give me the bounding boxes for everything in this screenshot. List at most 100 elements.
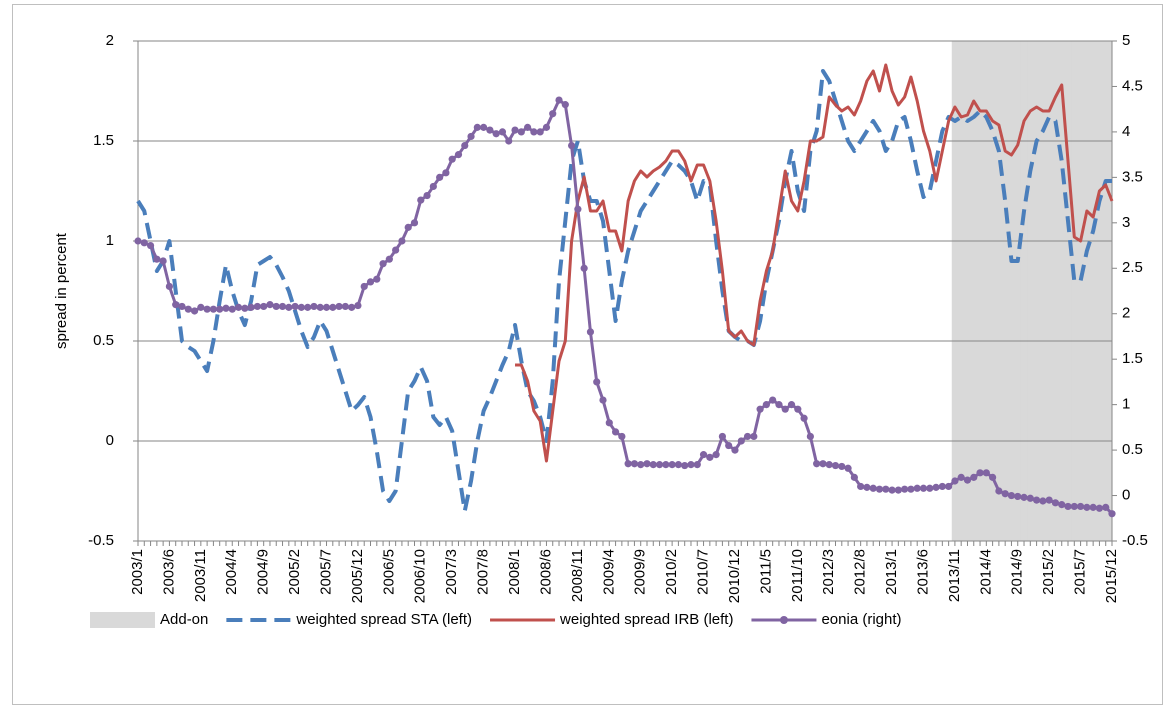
series-marker <box>1083 503 1091 511</box>
shade-bar <box>1064 41 1072 541</box>
shade-bar <box>1108 41 1112 541</box>
series-marker <box>310 302 318 311</box>
series-marker <box>1064 502 1072 511</box>
y2-tick-label: 4 <box>1122 123 1130 140</box>
series-marker <box>1058 501 1066 509</box>
series-marker <box>762 401 770 409</box>
series-marker <box>831 461 840 470</box>
series-marker <box>611 428 620 436</box>
series-marker <box>373 275 381 283</box>
x-tick-label: 2013/1 <box>883 549 900 595</box>
x-tick-label: 2005/12 <box>349 549 366 603</box>
series-marker <box>209 305 218 313</box>
series-marker <box>938 482 946 491</box>
shade-bar <box>1090 41 1097 541</box>
series-marker <box>731 446 739 454</box>
shade-bar <box>1046 41 1053 541</box>
series-marker <box>448 155 456 163</box>
y2-tick-label: 1.5 <box>1122 350 1143 367</box>
series-marker <box>385 255 393 263</box>
series-marker <box>134 237 142 245</box>
series-marker <box>1045 496 1053 504</box>
series-marker <box>1007 491 1016 500</box>
series-marker <box>668 461 676 469</box>
series-marker <box>228 305 236 313</box>
y2-tick-label: 5 <box>1122 32 1130 49</box>
series-marker <box>907 485 915 493</box>
series-marker <box>473 123 481 131</box>
x-tick-label: 2010/7 <box>695 549 712 595</box>
series-marker <box>580 264 588 272</box>
x-tick-label: 2004/4 <box>223 549 240 595</box>
series-marker <box>410 219 419 227</box>
series-marker <box>234 303 243 311</box>
shade-bar <box>1002 41 1009 541</box>
series-marker <box>769 396 777 404</box>
series-marker <box>197 303 205 311</box>
shade-bar <box>1014 41 1022 541</box>
series-marker <box>354 301 362 310</box>
series-marker <box>285 303 293 311</box>
series-marker <box>549 110 557 118</box>
series-marker <box>436 173 444 181</box>
shade-bar <box>983 41 990 541</box>
series-marker <box>932 483 940 491</box>
series-marker <box>806 432 814 441</box>
series-marker <box>718 432 727 441</box>
series-marker <box>178 302 186 311</box>
series-marker <box>272 302 280 311</box>
series-marker <box>542 123 551 131</box>
series-marker <box>882 485 890 493</box>
y2-tick-label: 0.5 <box>1122 441 1143 458</box>
series-marker <box>165 282 174 291</box>
series-marker <box>146 241 155 250</box>
shade-bar <box>1096 41 1104 541</box>
x-tick-label: 2015/2 <box>1040 549 1057 595</box>
shade-bar <box>1071 41 1078 541</box>
series-marker <box>894 486 902 494</box>
series-marker <box>857 482 865 491</box>
series-marker <box>750 432 758 441</box>
x-tick-label: 2003/11 <box>192 549 209 602</box>
series-marker <box>970 473 978 481</box>
plot-area <box>951 41 1112 541</box>
y2-tick-label: 3 <box>1122 214 1130 231</box>
x-tick-label: 2005/2 <box>286 549 303 595</box>
series-marker <box>297 303 305 311</box>
series-marker <box>618 432 626 441</box>
legend-swatch <box>90 612 155 628</box>
series-marker <box>825 461 833 469</box>
x-tick-label: 2013/6 <box>914 549 931 595</box>
series-marker <box>875 485 884 493</box>
legend-label: Add-on <box>160 611 208 628</box>
y2-tick-label: 2.5 <box>1122 259 1143 276</box>
series-marker <box>467 132 475 141</box>
series-marker <box>153 255 161 263</box>
series-marker <box>800 414 808 422</box>
x-tick-label: 2010/2 <box>663 549 680 595</box>
series-marker <box>203 305 211 313</box>
series-marker <box>480 123 488 131</box>
series-marker <box>1014 492 1022 501</box>
series-marker <box>1020 493 1028 501</box>
series-marker <box>926 484 934 492</box>
series-marker <box>322 303 331 311</box>
series-marker <box>1039 497 1047 505</box>
legend-label: eonia (right) <box>821 611 901 628</box>
shade-bar <box>970 41 978 541</box>
series-marker <box>536 128 544 136</box>
y2-tick-label: 3.5 <box>1122 168 1143 185</box>
series-marker <box>517 128 525 136</box>
legend-label: weighted spread IRB (left) <box>559 611 733 628</box>
series-marker <box>725 441 733 450</box>
series-marker <box>398 237 406 245</box>
shade-bar <box>1027 41 1034 541</box>
x-tick-label: 2015/12 <box>1103 549 1120 603</box>
x-tick-label: 2007/3 <box>443 549 460 595</box>
series-marker <box>561 101 569 109</box>
y-axis-label: spread in percent <box>53 232 70 349</box>
series-marker <box>586 328 595 336</box>
series-marker <box>1089 503 1097 511</box>
series-marker <box>461 141 469 150</box>
